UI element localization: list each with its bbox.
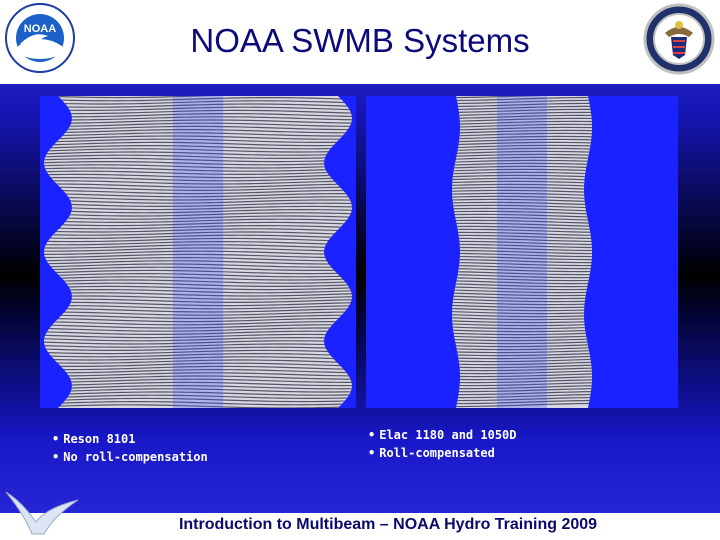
- reson-model-label: Reson 8101: [63, 432, 136, 446]
- footer-text: Introduction to Multibeam – NOAA Hydro T…: [178, 516, 598, 533]
- seal-icon: [643, 3, 715, 80]
- bullet: •: [368, 428, 376, 442]
- elac-caption: • Elac 1180 and 1050D • Roll-compensated: [368, 426, 517, 462]
- noaa-logo-text: NOAA: [24, 23, 56, 35]
- elac-swath-image: [366, 96, 678, 408]
- elac-roll-label: Roll-compensated: [379, 446, 495, 460]
- bullet: •: [52, 450, 60, 464]
- reson-8101-swath-image: [40, 96, 356, 408]
- page-title: NOAA SWMB Systems: [190, 22, 530, 59]
- reson-caption: • Reson 8101 • No roll-compensation: [52, 430, 208, 466]
- bird-icon: [2, 486, 82, 540]
- bullet: •: [52, 432, 60, 446]
- elac-model-label: Elac 1180 and 1050D: [379, 428, 517, 442]
- reson-roll-label: No roll-compensation: [63, 450, 208, 464]
- elac-caption-line-1: • Elac 1180 and 1050D: [368, 426, 517, 444]
- header-bar: [0, 0, 720, 84]
- noaa-logo-icon: NOAA: [4, 2, 76, 79]
- elac-caption-line-2: • Roll-compensated: [368, 444, 517, 462]
- footer-bar: [0, 513, 720, 540]
- reson-caption-line-2: • No roll-compensation: [52, 448, 208, 466]
- reson-caption-line-1: • Reson 8101: [52, 430, 208, 448]
- bullet: •: [368, 446, 376, 460]
